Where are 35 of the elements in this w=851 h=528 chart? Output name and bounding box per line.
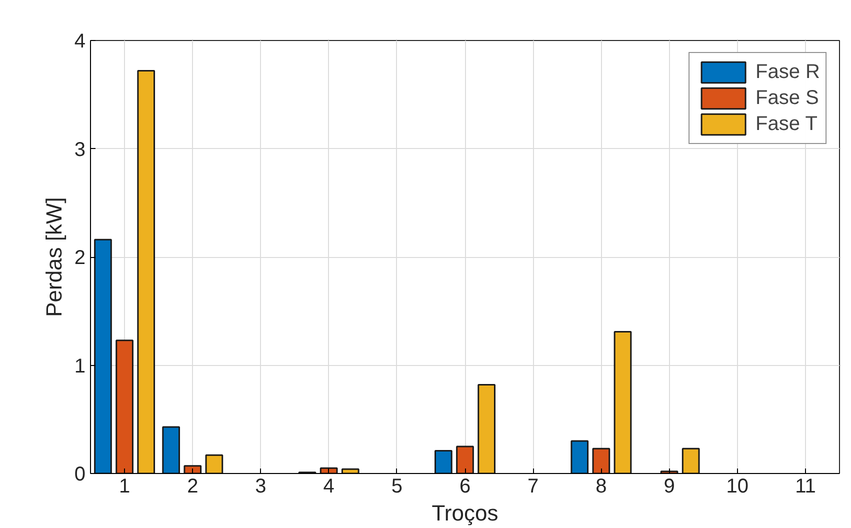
bar	[456, 446, 474, 474]
y-tick-label: 4	[74, 30, 86, 52]
y-axis-title: Perdas [kW]	[41, 197, 66, 317]
bar	[614, 330, 632, 474]
bar	[205, 454, 224, 474]
y-tick-label: 3	[74, 138, 86, 161]
x-tick-label: 4	[323, 476, 334, 498]
y-tick-label: 1	[74, 355, 86, 378]
bar	[116, 340, 134, 474]
x-tick-label: 3	[255, 476, 266, 498]
x-tick-label: 11	[795, 476, 816, 498]
y-tick-label: 0	[74, 464, 86, 486]
x-tick-label: 10	[726, 476, 748, 498]
legend-label: Fase R	[756, 60, 820, 84]
x-tick-label: 8	[596, 476, 607, 498]
x-tick-label: 9	[664, 476, 675, 498]
x-tick-label: 2	[187, 476, 198, 498]
legend-label: Fase T	[756, 112, 818, 136]
bar	[162, 426, 180, 474]
bar	[682, 448, 700, 474]
bar	[434, 450, 452, 474]
x-tick-label: 1	[118, 476, 130, 498]
bar	[341, 468, 360, 474]
bar	[184, 465, 202, 474]
bar	[94, 238, 112, 474]
legend-label: Fase S	[756, 86, 819, 110]
bar	[570, 440, 589, 474]
bar	[592, 448, 610, 474]
bar	[137, 70, 156, 474]
x-tick-label: 6	[459, 476, 471, 498]
x-tick-label: 5	[391, 476, 402, 498]
x-axis-title: Troços	[432, 500, 498, 526]
bar	[478, 384, 496, 474]
x-tick-label: 7	[528, 476, 539, 498]
y-tick-label: 2	[74, 247, 86, 269]
